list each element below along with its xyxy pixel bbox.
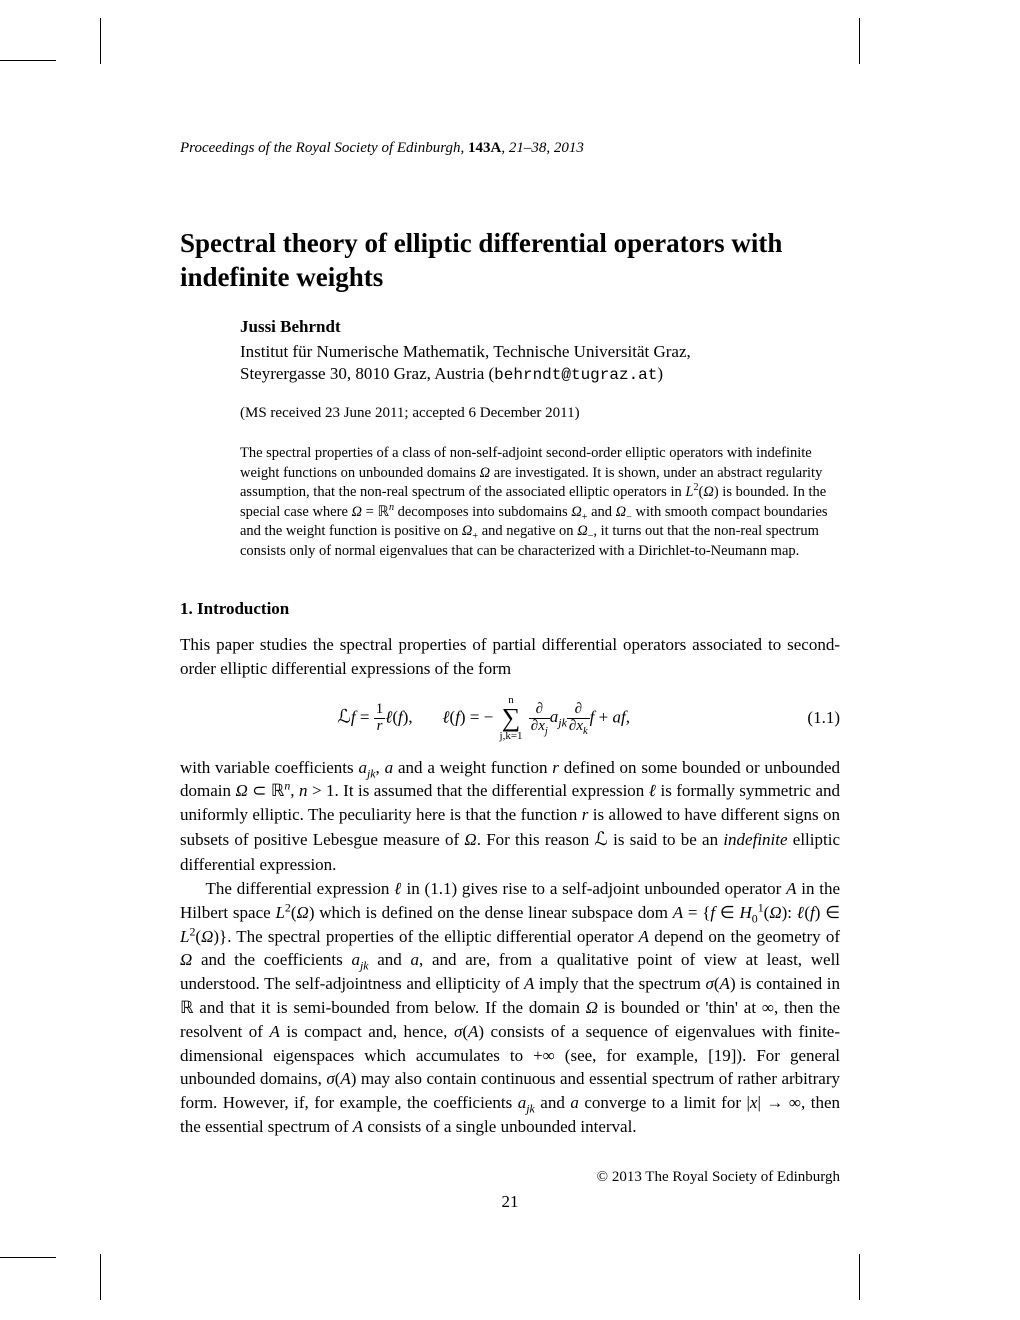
page-range: 21–38 <box>509 140 547 156</box>
paper-title: Spectral theory of elliptic differential… <box>180 227 840 295</box>
crop-mark <box>100 18 101 64</box>
ms-dates: (MS received 23 June 2011; accepted 6 De… <box>240 405 840 422</box>
volume: 143A <box>468 140 501 156</box>
paragraph: with variable coefficients ajk, a and a … <box>180 756 840 877</box>
author-name: Jussi Behrndt <box>240 317 840 337</box>
equation-number: (1.1) <box>807 706 840 730</box>
abstract: The spectral properties of a class of no… <box>240 444 840 561</box>
page-content: Proceedings of the Royal Society of Edin… <box>0 0 1020 1272</box>
equation-1-1: ℒf = 1rℓ(f), ℓ(f) = − n ∑ j,k=1 ∂∂xjajk∂… <box>180 695 840 742</box>
paragraph: This paper studies the spectral properti… <box>180 633 840 681</box>
journal-header: Proceedings of the Royal Society of Edin… <box>180 140 840 157</box>
author-email: behrndt@tugraz.at <box>494 366 657 384</box>
crop-mark <box>100 1254 101 1300</box>
crop-mark <box>859 1254 860 1300</box>
year: 2013 <box>554 140 584 156</box>
equation-content: ℒf = 1rℓ(f), ℓ(f) = − n ∑ j,k=1 ∂∂xjajk∂… <box>180 695 787 742</box>
section-heading: 1. Introduction <box>180 599 840 619</box>
paragraph: The differential expression ℓ in (1.1) g… <box>180 877 840 1139</box>
crop-mark <box>0 60 56 61</box>
author-block: Jussi Behrndt Institut für Numerische Ma… <box>240 317 840 388</box>
journal-name: Proceedings of the Royal Society of Edin… <box>180 140 461 156</box>
page-number: 21 <box>180 1192 840 1212</box>
copyright: © 2013 The Royal Society of Edinburgh <box>180 1169 840 1186</box>
body-text: This paper studies the spectral properti… <box>180 633 840 1138</box>
crop-mark <box>0 1257 56 1258</box>
affiliation: Institut für Numerische Mathematik, Tech… <box>240 341 840 388</box>
crop-mark <box>859 18 860 64</box>
